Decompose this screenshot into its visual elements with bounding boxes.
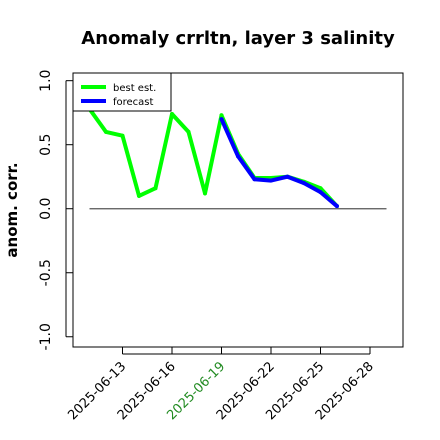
y-tick-label: -0.5 xyxy=(38,259,54,286)
y-ticks: 1.0 0.5 0.0 -0.5 -1.0 xyxy=(38,70,73,350)
data-point-forecast xyxy=(219,117,224,122)
data-point-best-est xyxy=(186,129,191,134)
y-tick-label: 0.0 xyxy=(38,198,54,220)
y-tick-label: 0.5 xyxy=(38,134,54,156)
chart-title: Anomaly crrltn, layer 3 salinity xyxy=(81,28,395,49)
series-line-forecast xyxy=(219,118,339,208)
y-tick-label: -1.0 xyxy=(38,323,54,350)
legend-label-forecast: forecast xyxy=(113,97,154,108)
data-point-forecast xyxy=(285,174,290,179)
data-point-forecast xyxy=(335,204,339,209)
data-point-forecast xyxy=(269,178,273,183)
data-point-forecast xyxy=(236,154,240,159)
data-point-best-est xyxy=(104,129,108,134)
data-point-best-est xyxy=(120,133,125,138)
data-point-best-est xyxy=(137,193,141,198)
plot-area xyxy=(72,72,404,348)
legend-label-best-est: best est. xyxy=(113,83,156,94)
legend-box xyxy=(72,72,172,112)
data-point-forecast xyxy=(252,177,257,182)
data-point-best-est xyxy=(153,186,158,191)
data-point-best-est xyxy=(219,113,224,118)
series-layer xyxy=(87,106,339,209)
data-point-best-est xyxy=(318,186,323,191)
y-tick-label: 1.0 xyxy=(38,70,54,92)
data-point-best-est xyxy=(170,111,174,116)
data-point-forecast xyxy=(318,190,323,195)
x-ticks: 2025-06-132025-06-162025-06-192025-06-22… xyxy=(65,347,377,423)
y-axis-label: anom. corr. xyxy=(3,162,21,257)
data-point-best-est xyxy=(203,191,207,196)
data-point-forecast xyxy=(302,181,306,186)
legend: best est. forecast xyxy=(72,72,172,112)
